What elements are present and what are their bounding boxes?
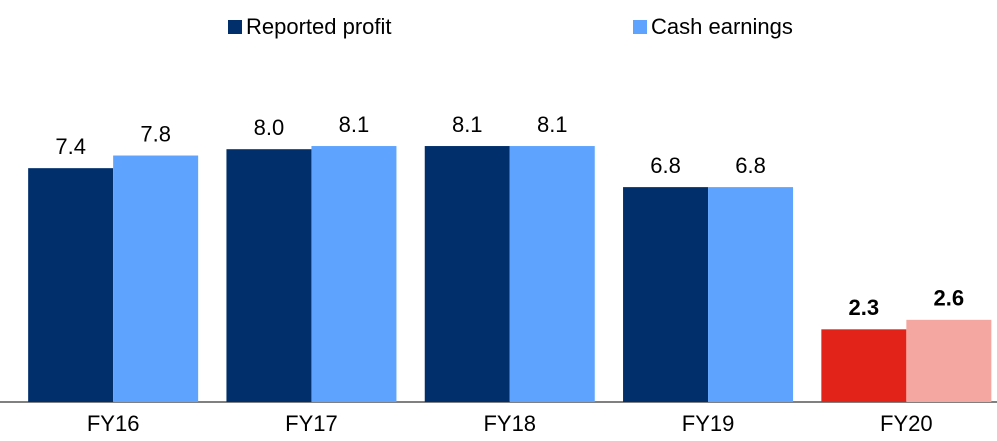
bar [28, 168, 114, 402]
bar [708, 187, 794, 402]
x-tick-label: FY17 [285, 411, 338, 436]
value-label: 7.4 [55, 134, 86, 159]
x-tick-label: FY18 [483, 411, 536, 436]
bar [113, 155, 199, 402]
legend-swatch [228, 20, 242, 34]
value-label: 6.8 [650, 153, 681, 178]
x-tick-label: FY20 [880, 411, 933, 436]
bar [623, 187, 709, 402]
bar [509, 146, 595, 402]
legend-swatch [633, 20, 647, 34]
x-tick-label: FY16 [87, 411, 140, 436]
bar [821, 329, 907, 402]
value-label: 8.1 [339, 112, 370, 137]
bar [226, 149, 312, 402]
x-tick-label: FY19 [682, 411, 735, 436]
value-label: 8.1 [537, 112, 568, 137]
value-label: 2.3 [849, 295, 880, 320]
value-label: 7.8 [140, 121, 171, 146]
value-label: 2.6 [934, 286, 965, 311]
bar [311, 146, 397, 402]
bar [906, 319, 992, 402]
bar [424, 146, 510, 402]
legend-label: Cash earnings [651, 14, 793, 39]
value-label: 8.0 [254, 115, 285, 140]
value-label: 8.1 [452, 112, 483, 137]
value-label: 6.8 [735, 153, 766, 178]
legend-label: Reported profit [246, 14, 392, 39]
